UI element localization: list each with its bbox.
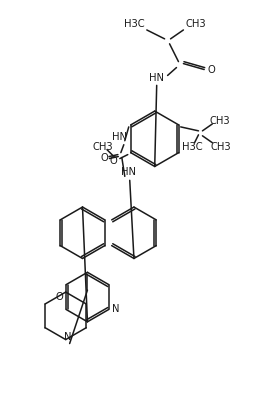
Text: O: O (207, 65, 215, 75)
Text: O: O (109, 155, 117, 166)
Text: O: O (100, 153, 108, 163)
Text: CH3: CH3 (186, 19, 207, 29)
Text: N: N (112, 305, 119, 314)
Text: H3C: H3C (124, 19, 144, 29)
Text: HN: HN (121, 168, 136, 177)
Text: N: N (64, 331, 71, 341)
Text: HN: HN (149, 73, 164, 83)
Text: HN: HN (112, 132, 127, 142)
Text: O: O (56, 292, 64, 302)
Text: CH3: CH3 (210, 116, 231, 126)
Text: CH3: CH3 (211, 142, 232, 152)
Text: CH3: CH3 (93, 142, 113, 152)
Text: H3C: H3C (182, 142, 203, 152)
